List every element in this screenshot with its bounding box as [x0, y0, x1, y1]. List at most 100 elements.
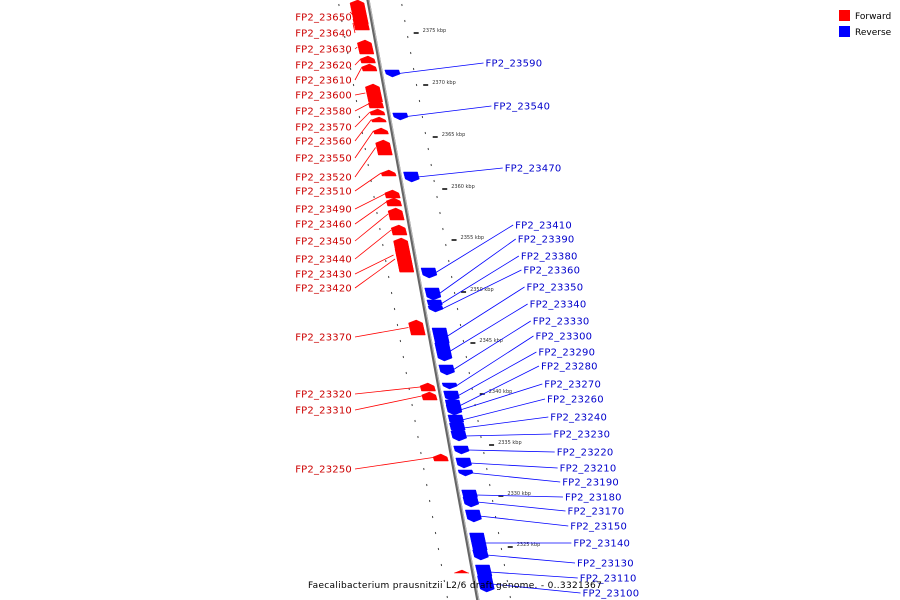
reverse-gene-label: FP2_23340	[530, 300, 587, 311]
gene-features	[349, 0, 495, 593]
reverse-gene-label: FP2_23180	[565, 493, 622, 504]
scale-tick-label: 2350 kbp	[470, 287, 494, 293]
gene-arrow	[420, 267, 438, 279]
legend-reverse-swatch	[839, 26, 850, 37]
forward-gene-label: FP2_23450	[295, 237, 352, 248]
label-leader-line	[354, 193, 385, 210]
label-leader-line	[457, 351, 537, 397]
legend-reverse-label: Reverse	[855, 28, 892, 38]
gene-arrow	[369, 108, 386, 116]
reverse-gene-label: FP2_23170	[568, 507, 625, 518]
scale-tick-label: 2335 kbp	[498, 440, 522, 446]
label-leader-line	[354, 327, 409, 338]
label-leader-line	[354, 130, 374, 159]
label-leader-line	[464, 433, 552, 437]
scale-tick-label: 2330 kbp	[507, 491, 531, 497]
reverse-gene-label: FP2_23270	[544, 380, 601, 391]
reverse-gene-label: FP2_23140	[573, 539, 630, 550]
forward-gene-label: FP2_23620	[295, 61, 352, 72]
forward-gene-label: FP2_23570	[295, 123, 352, 134]
reverse-gene-label: FP2_23260	[547, 395, 604, 406]
reverse-gene-label: FP2_23470	[505, 164, 562, 175]
label-leader-line	[459, 365, 540, 407]
legend-forward-swatch	[839, 10, 850, 21]
label-leader-line	[455, 335, 534, 387]
gene-arrow	[438, 364, 455, 376]
reverse-gene-label: FP2_23100	[583, 589, 640, 600]
label-leader-line	[469, 462, 558, 469]
backbone-highlight	[368, 0, 480, 600]
reverse-gene-label: FP2_23390	[518, 235, 575, 246]
gene-arrow	[359, 55, 376, 64]
scale-ticks: 2375 kbp 2370 kbp 2365 kbp 2360 kbp 2355 kbp…	[338, 3, 541, 599]
scale-tick-label: 2365 kbp	[442, 132, 466, 138]
forward-gene-label: FP2_23420	[295, 284, 352, 295]
scale-tick-label: 2370 kbp	[432, 80, 456, 86]
gene-arrow	[472, 549, 489, 561]
forward-gene-label: FP2_23610	[295, 76, 352, 87]
forward-gene-label: FP2_23250	[295, 465, 352, 476]
gene-arrow	[445, 404, 463, 416]
scale-tick-label: 2325 kbp	[517, 542, 541, 548]
label-leader-line	[486, 554, 576, 564]
label-leader-line	[354, 119, 372, 142]
label-leader-line	[417, 167, 503, 178]
forward-gene-label: FP2_23580	[295, 107, 352, 118]
gene-arrow	[419, 382, 436, 392]
label-leader-line	[354, 111, 371, 128]
label-leader-line	[349, 11, 356, 18]
scale-tick-label: 2375 kbp	[423, 28, 447, 34]
forward-gene-label: FP2_23440	[295, 255, 352, 266]
gene-arrow	[441, 382, 458, 390]
reverse-gene-label: FP2_23130	[577, 559, 634, 570]
gene-arrow	[424, 287, 442, 301]
gene-arrow	[352, 15, 370, 31]
label-leader-line	[354, 213, 389, 242]
gene-arrow	[373, 127, 389, 135]
label-leader-line	[354, 457, 434, 470]
reverse-gene-label: FP2_23590	[486, 59, 543, 70]
forward-gene-label: FP2_23370	[295, 333, 352, 344]
label-leader-line	[354, 201, 387, 225]
reverse-gene-label: FP2_23190	[562, 478, 619, 489]
label-leader-line	[440, 255, 520, 305]
label-leader-line	[354, 258, 396, 289]
gene-arrow	[408, 319, 426, 336]
gene-arrow	[450, 430, 468, 442]
gene-arrow	[384, 189, 401, 199]
forward-gene-label: FP2_23650	[295, 13, 352, 24]
gene-arrow	[421, 391, 438, 401]
label-leader-line	[471, 472, 561, 483]
backbone-layer	[366, 0, 480, 600]
forward-gene-label: FP2_23460	[295, 220, 352, 231]
label-leader-line	[354, 103, 369, 112]
gene-arrow	[357, 39, 375, 55]
gene-arrow	[477, 575, 495, 593]
forward-gene-label: FP2_23560	[295, 137, 352, 148]
reverse-gene-label: FP2_23290	[538, 348, 595, 359]
gene-arrow	[457, 469, 474, 477]
gene-arrow	[385, 197, 403, 207]
label-leader-line	[354, 46, 358, 50]
label-leader-line	[463, 416, 549, 429]
gene-arrow	[367, 99, 385, 109]
label-leader-line	[354, 229, 392, 260]
genome-caption: Faecalibacterium prausnitzii L2/6 draft …	[308, 581, 602, 591]
label-leader-line	[479, 515, 569, 527]
label-leader-line	[354, 67, 363, 81]
gene-arrow	[427, 305, 444, 313]
label-leader-line	[354, 92, 366, 96]
label-leader-line	[467, 449, 555, 453]
gene-arrow	[371, 116, 387, 123]
forward-gene-label: FP2_23640	[295, 29, 352, 40]
reverse-gene-label: FP2_23150	[570, 522, 627, 533]
gene-arrow	[455, 457, 472, 469]
forward-gene-label: FP2_23510	[295, 187, 352, 198]
label-leader-line	[354, 254, 394, 275]
scale-tick-label: 2360 kbp	[451, 184, 475, 190]
gene-arrow	[462, 496, 480, 508]
gene-arrow	[454, 569, 469, 574]
label-leader-line	[452, 320, 531, 371]
gene-arrow	[361, 63, 378, 72]
reverse-gene-label: FP2_23240	[550, 413, 607, 424]
